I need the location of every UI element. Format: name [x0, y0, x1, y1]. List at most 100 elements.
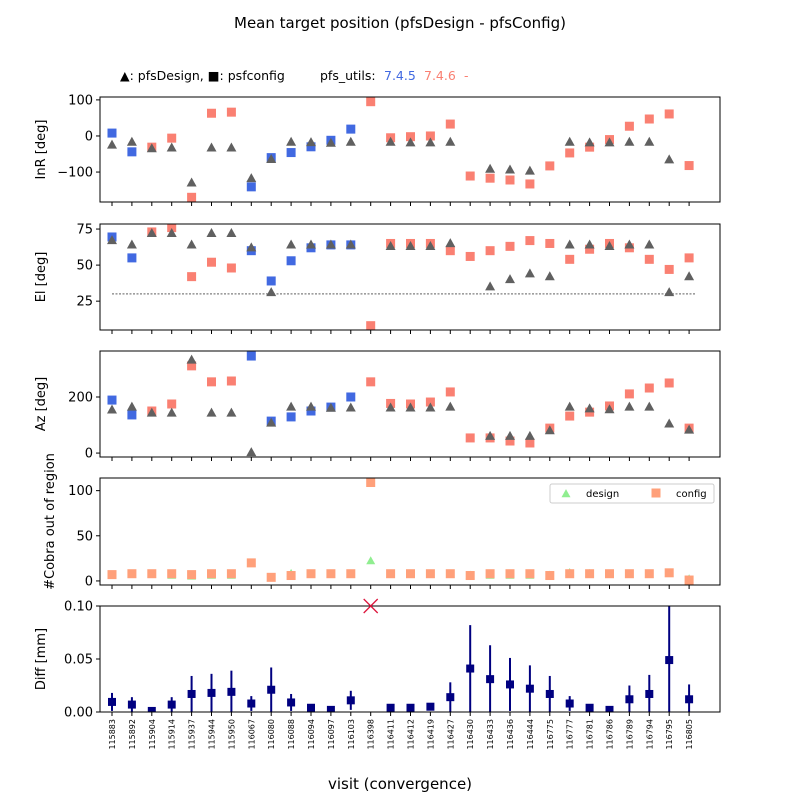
diff-point	[326, 705, 335, 712]
config-point	[207, 257, 216, 267]
config-point	[425, 569, 435, 579]
header-version-dash: -	[464, 68, 469, 83]
config-point	[425, 397, 435, 407]
y-tick-label: 0	[85, 574, 93, 589]
y-tick-label: −100	[57, 166, 93, 181]
config-point	[505, 569, 515, 579]
design-point	[107, 235, 117, 245]
config-point	[366, 478, 376, 488]
panel-az: 200 0 Az [deg]	[34, 350, 721, 462]
design-point	[266, 417, 277, 427]
x-tick-label: 116444	[526, 719, 535, 750]
config-point	[167, 133, 177, 143]
design-point	[266, 154, 277, 164]
diff-point	[147, 706, 156, 712]
diff-point	[466, 664, 475, 673]
config-point	[425, 131, 435, 141]
design-point	[564, 401, 575, 411]
design-point	[564, 239, 575, 249]
header-version-745: 7.4.5	[384, 68, 416, 83]
config-point	[545, 161, 555, 171]
config-point	[346, 392, 356, 402]
design-point	[226, 407, 237, 417]
config-point	[386, 569, 396, 579]
design-point	[385, 136, 396, 146]
design-point	[146, 143, 157, 153]
diff-point	[486, 675, 495, 684]
design-point	[505, 430, 515, 440]
y-axis-label: El [deg]	[34, 252, 49, 303]
design-point	[146, 227, 157, 237]
config-point	[644, 114, 654, 124]
config-point	[684, 161, 694, 171]
y-axis-label: InR [deg]	[34, 120, 49, 180]
config-point	[246, 558, 256, 568]
config-point	[226, 569, 236, 579]
design-point	[126, 239, 137, 249]
x-tick-label: 116436	[506, 719, 515, 750]
design-point	[664, 154, 675, 164]
x-tick-label: 116789	[625, 719, 634, 750]
design-point	[206, 407, 217, 417]
design-point	[425, 137, 436, 147]
design-point	[286, 136, 297, 146]
design-point	[485, 430, 496, 440]
x-tick-label: 116088	[287, 719, 296, 750]
config-point	[465, 171, 475, 181]
config-point	[127, 569, 137, 579]
y-axis-label: Az [deg]	[34, 377, 49, 432]
design-point	[505, 164, 515, 174]
config-point	[485, 246, 495, 256]
config-point	[406, 132, 415, 142]
design-point	[684, 271, 695, 281]
x-tick-label: 116805	[685, 719, 694, 750]
x-tick-label: 116080	[267, 719, 276, 750]
diff-point	[446, 693, 455, 702]
panel-frame	[99, 605, 721, 713]
config-point	[366, 377, 376, 387]
x-tick-label: 115944	[208, 719, 217, 750]
x-tick-label: 115937	[188, 719, 197, 750]
design-point	[564, 136, 575, 146]
x-tick-label: 116427	[446, 719, 455, 750]
x-tick-label: 116795	[665, 719, 674, 750]
x-tick-label: 116411	[387, 719, 396, 750]
diff-point	[247, 699, 256, 708]
config-point	[485, 173, 495, 183]
design-point	[345, 239, 356, 249]
design-point	[524, 268, 535, 278]
x-tick-label: 116067	[247, 719, 256, 750]
diff-point	[307, 703, 315, 712]
cobra-legend: design config	[549, 483, 715, 504]
diff-point	[267, 685, 276, 694]
config-point	[565, 411, 575, 421]
x-tick-label: 116398	[367, 719, 376, 750]
x-tick-label: 116412	[407, 719, 416, 750]
design-point	[226, 227, 237, 237]
panel-frame	[99, 477, 721, 586]
panel-diff: 0.10 0.05 0.00 Diff [mm]	[34, 598, 721, 721]
design-point	[266, 287, 277, 297]
config-point	[187, 570, 197, 580]
config-point	[366, 321, 376, 330]
config-point	[167, 569, 177, 579]
config-point	[545, 571, 555, 581]
config-point	[207, 569, 216, 579]
config-point	[366, 97, 376, 107]
panel-frame	[99, 96, 721, 203]
diff-point	[287, 698, 296, 707]
config-point	[525, 438, 535, 448]
header-version-label: pfs_utils:	[320, 68, 376, 83]
config-point	[286, 256, 296, 266]
y-tick-label: 100	[68, 484, 93, 499]
design-point	[425, 402, 436, 412]
header-version-746: 7.4.6	[424, 68, 456, 83]
y-tick-label: 0.00	[64, 706, 93, 721]
x-tick-label: 116094	[307, 719, 316, 750]
config-point	[107, 128, 117, 138]
config-point	[624, 569, 634, 579]
x-tick-label: 115914	[168, 719, 177, 750]
design-point	[584, 137, 595, 147]
header-marker-legend: ▲: pfsDesign, ■: psfconfig	[120, 68, 285, 83]
config-point	[226, 107, 236, 117]
